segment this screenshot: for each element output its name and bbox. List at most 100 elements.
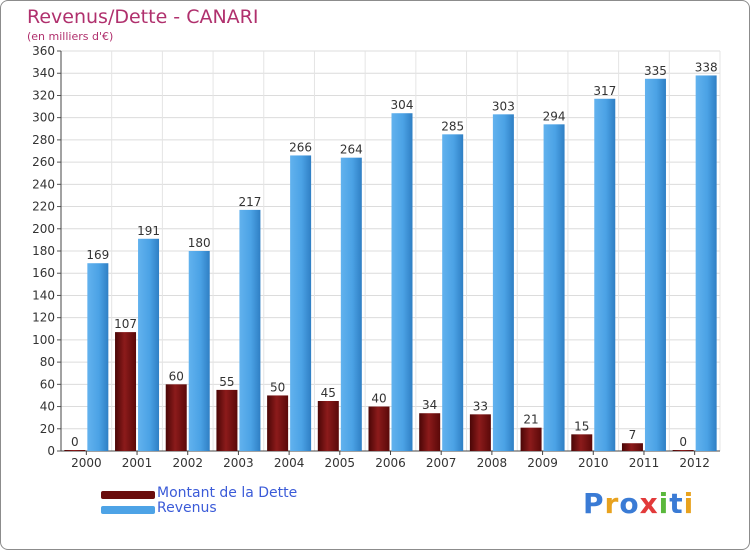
- data-label-revenus: 303: [492, 99, 515, 113]
- y-tick-label: 200: [32, 222, 55, 236]
- bar-revenus: [695, 75, 717, 451]
- legend-swatch-revenus: [101, 506, 155, 514]
- y-tick-label: 360: [32, 44, 55, 58]
- data-label-revenus: 264: [340, 143, 363, 157]
- x-tick-label: 2002: [172, 456, 203, 470]
- legend-swatch-debt: [101, 491, 155, 499]
- logo-letter: i: [683, 487, 695, 520]
- y-tick-label: 40: [40, 400, 55, 414]
- bar-debt: [571, 434, 593, 451]
- bar-revenus: [543, 124, 565, 451]
- data-label-revenus: 304: [391, 98, 414, 112]
- y-tick-label: 220: [32, 200, 55, 214]
- legend-label-revenus: Revenus: [157, 500, 217, 516]
- data-label-revenus: 294: [543, 109, 566, 123]
- data-label-debt: 0: [679, 435, 687, 449]
- data-label-revenus: 335: [644, 64, 667, 78]
- x-tick-label: 2004: [274, 456, 305, 470]
- y-tick-label: 260: [32, 155, 55, 169]
- bar-debt: [621, 443, 643, 451]
- data-label-debt: 55: [219, 375, 234, 389]
- data-label-debt: 0: [71, 435, 79, 449]
- x-tick-label: 2006: [375, 456, 406, 470]
- bar-debt: [368, 406, 390, 451]
- bar-debt: [115, 332, 137, 451]
- data-label-debt: 33: [473, 399, 488, 413]
- data-label-debt: 40: [371, 392, 386, 406]
- bar-debt: [672, 450, 694, 451]
- bar-debt: [267, 395, 289, 451]
- bar-debt: [419, 413, 441, 451]
- y-tick-label: 240: [32, 177, 55, 191]
- x-tick-label: 2001: [122, 456, 153, 470]
- bar-revenus: [442, 134, 464, 452]
- data-label-debt: 60: [169, 369, 184, 383]
- x-tick-label: 2010: [578, 456, 609, 470]
- bar-debt: [469, 414, 491, 451]
- data-label-revenus: 338: [695, 60, 718, 74]
- y-tick-label: 180: [32, 244, 55, 258]
- data-label-revenus: 191: [137, 224, 160, 238]
- bar-revenus: [290, 155, 312, 451]
- labels-layer: 0169107191601805521750266452644030434285…: [71, 60, 718, 449]
- bar-revenus: [391, 113, 413, 451]
- y-tick-label: 80: [40, 355, 55, 369]
- logo-letter: P: [583, 487, 605, 520]
- y-tick-label: 320: [32, 88, 55, 102]
- bar-revenus: [644, 78, 666, 452]
- bar-revenus: [188, 251, 210, 451]
- data-label-debt: 50: [270, 380, 285, 394]
- data-label-debt: 21: [523, 413, 538, 427]
- bars-layer: [64, 75, 717, 452]
- y-tick-label: 120: [32, 311, 55, 325]
- chart-title: Revenus/Dette - CANARI: [27, 6, 259, 28]
- y-tick-label: 20: [40, 422, 55, 436]
- bar-revenus: [239, 209, 261, 451]
- bar-debt: [165, 384, 187, 451]
- y-tick-label: 280: [32, 133, 55, 147]
- data-label-revenus: 169: [86, 248, 109, 262]
- data-label-debt: 107: [114, 317, 137, 331]
- data-label-debt: 34: [422, 398, 437, 412]
- data-label-revenus: 285: [441, 119, 464, 133]
- data-label-debt: 45: [321, 386, 336, 400]
- x-tick-label: 2008: [477, 456, 508, 470]
- bar-debt: [317, 401, 339, 451]
- data-label-revenus: 266: [289, 140, 312, 154]
- data-label-debt: 7: [629, 428, 637, 442]
- x-tick-label: 2007: [426, 456, 457, 470]
- bar-debt: [216, 389, 238, 451]
- data-label-debt: 15: [574, 419, 589, 433]
- y-tick-label: 160: [32, 266, 55, 280]
- bar-revenus: [87, 263, 109, 451]
- data-label-revenus: 180: [188, 236, 211, 250]
- data-label-revenus: 217: [238, 195, 261, 209]
- y-tick-label: 300: [32, 111, 55, 125]
- bar-revenus: [138, 238, 160, 451]
- logo-letter: o: [619, 487, 640, 520]
- bar-revenus: [492, 114, 514, 451]
- chart-subtitle: (en milliers d'€): [27, 30, 114, 43]
- x-tick-label: 2009: [527, 456, 558, 470]
- y-tick-label: 340: [32, 66, 55, 80]
- y-tick-label: 0: [47, 444, 55, 458]
- x-tick-label: 2000: [71, 456, 102, 470]
- x-tick-label: 2005: [325, 456, 356, 470]
- logo-letter: i: [658, 487, 670, 520]
- bar-debt: [64, 450, 86, 451]
- y-tick-label: 100: [32, 333, 55, 347]
- logo-letter: x: [639, 487, 659, 520]
- legend-label-debt: Montant de la Dette: [157, 485, 298, 501]
- x-tick-label: 2011: [629, 456, 660, 470]
- x-tick-label: 2012: [679, 456, 710, 470]
- x-tick-label: 2003: [223, 456, 254, 470]
- proxiti-logo: Proxiti: [583, 487, 694, 520]
- bar-revenus: [340, 157, 362, 451]
- y-tick-label: 60: [40, 377, 55, 391]
- bar-debt: [520, 427, 542, 451]
- y-tick-label: 140: [32, 288, 55, 302]
- data-label-revenus: 317: [593, 84, 616, 98]
- bar-revenus: [594, 98, 616, 452]
